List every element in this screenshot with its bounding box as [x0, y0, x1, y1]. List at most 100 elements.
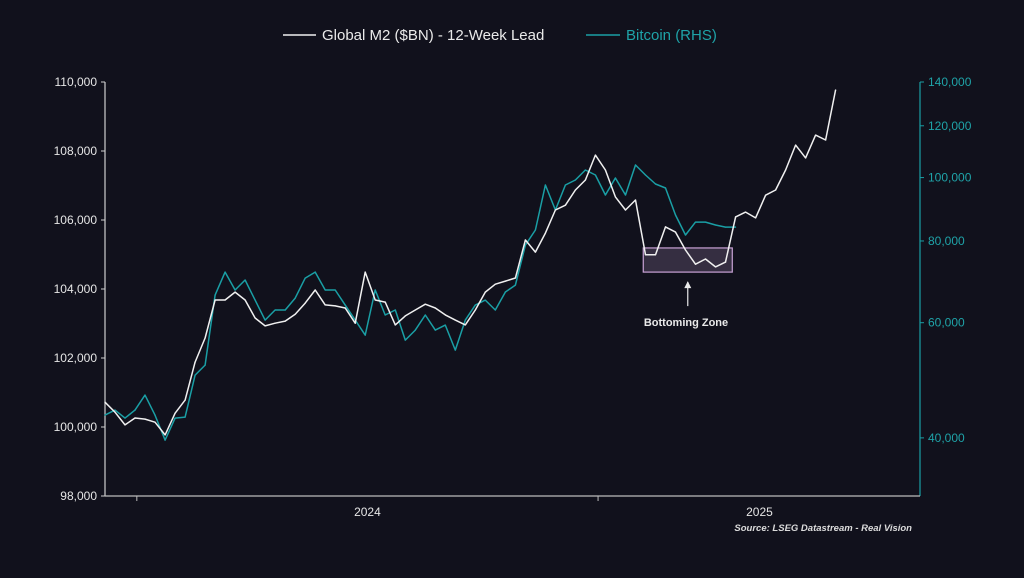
data-point-bitcoin: [294, 297, 296, 299]
data-point-global-m2: [104, 401, 106, 403]
data-point-bitcoin: [154, 414, 156, 416]
data-point-bitcoin: [124, 417, 126, 419]
data-point-global-m2: [274, 322, 276, 324]
data-point-bitcoin: [244, 279, 246, 281]
data-point-bitcoin: [564, 184, 567, 186]
data-point-bitcoin: [624, 194, 627, 196]
data-point-global-m2: [664, 226, 667, 228]
data-point-global-m2: [654, 254, 657, 256]
data-point-bitcoin: [404, 339, 406, 341]
data-point-global-m2: [154, 421, 156, 423]
data-point-global-m2: [364, 271, 366, 273]
data-point-global-m2: [174, 412, 176, 414]
arrowhead-icon: [684, 281, 692, 289]
legend: Global M2 ($BN) - 12-Week Lead Bitcoin (…: [283, 27, 717, 44]
data-point-bitcoin: [664, 187, 667, 189]
data-point-global-m2: [544, 232, 546, 234]
data-point-bitcoin: [114, 409, 116, 411]
data-point-bitcoin: [454, 349, 456, 351]
data-point-global-m2: [554, 209, 556, 211]
data-point-bitcoin: [734, 226, 737, 228]
data-point-global-m2: [374, 299, 376, 301]
data-point-global-m2: [624, 209, 627, 211]
data-point-global-m2: [334, 305, 336, 307]
data-point-bitcoin: [134, 409, 136, 411]
data-point-global-m2: [784, 169, 787, 171]
right-axis-tick-label: 40,000: [928, 431, 965, 445]
data-point-global-m2: [694, 263, 697, 265]
data-point-bitcoin: [284, 309, 286, 311]
data-point-global-m2: [144, 418, 146, 420]
data-point-global-m2: [614, 196, 617, 198]
data-point-bitcoin: [434, 329, 436, 331]
series-line-bitcoin: [104, 164, 736, 441]
left-axis-tick-label: 106,000: [54, 213, 98, 227]
data-point-global-m2: [474, 309, 476, 311]
data-point-bitcoin: [614, 177, 617, 179]
series-line-global-m2: [104, 89, 837, 436]
data-point-global-m2: [184, 399, 186, 401]
data-point-global-m2: [354, 322, 356, 324]
data-point-bitcoin: [174, 417, 176, 419]
axes: 98,000 100,000 102,000 104,000 106,000 108,00…: [54, 75, 972, 519]
data-point-bitcoin: [494, 309, 496, 311]
data-point-global-m2: [795, 144, 797, 146]
data-point-bitcoin: [384, 314, 386, 316]
annotation-label-bottoming-zone: Bottoming Zone: [644, 317, 728, 329]
data-point-bitcoin: [424, 314, 426, 316]
data-point-global-m2: [835, 89, 837, 91]
source-note: Source: LSEG Datastream - Real Vision: [734, 523, 912, 534]
data-point-bitcoin: [304, 277, 306, 279]
right-axis-tick-label: 60,000: [928, 316, 965, 330]
data-point-bitcoin: [644, 174, 647, 176]
data-point-bitcoin: [264, 319, 266, 321]
data-point-global-m2: [314, 289, 316, 291]
data-point-global-m2: [815, 134, 817, 136]
data-point-global-m2: [584, 179, 587, 181]
data-point-global-m2: [444, 314, 446, 316]
data-point-bitcoin: [394, 309, 396, 311]
data-point-global-m2: [634, 199, 637, 201]
x-axis-tick-label: 2024: [354, 505, 381, 519]
right-axis-tick-label: 80,000: [928, 234, 965, 248]
data-point-bitcoin: [444, 324, 446, 326]
left-axis-tick-label: 110,000: [55, 75, 98, 89]
data-point-global-m2: [134, 417, 136, 419]
data-point-global-m2: [204, 337, 206, 339]
data-point-bitcoin: [714, 224, 717, 226]
left-axis-tick-label: 104,000: [54, 282, 98, 296]
data-point-bitcoin: [514, 284, 516, 286]
legend-label-btc: Bitcoin (RHS): [626, 27, 717, 44]
data-point-bitcoin: [224, 271, 226, 273]
data-point-global-m2: [254, 317, 256, 319]
data-point-bitcoin: [724, 226, 727, 228]
data-point-global-m2: [564, 204, 567, 206]
data-point-global-m2: [805, 157, 807, 159]
data-point-global-m2: [114, 411, 116, 413]
data-point-global-m2: [294, 313, 296, 315]
data-point-bitcoin: [324, 289, 326, 291]
data-point-global-m2: [764, 194, 767, 196]
data-point-global-m2: [244, 299, 246, 301]
data-point-global-m2: [124, 424, 126, 426]
data-point-bitcoin: [144, 394, 146, 396]
data-point-bitcoin: [184, 416, 186, 418]
series-lines: [104, 89, 837, 441]
data-point-bitcoin: [104, 414, 106, 416]
data-point-bitcoin: [344, 304, 346, 306]
data-point-bitcoin: [314, 271, 316, 273]
data-point-global-m2: [434, 307, 436, 309]
data-point-bitcoin: [214, 294, 216, 296]
data-point-bitcoin: [674, 214, 677, 216]
data-point-global-m2: [574, 189, 577, 191]
data-point-bitcoin: [234, 289, 236, 291]
data-point-bitcoin: [194, 374, 196, 376]
data-point-bitcoin: [534, 229, 536, 231]
data-point-global-m2: [264, 325, 266, 327]
data-point-bitcoin: [484, 299, 486, 301]
data-point-global-m2: [424, 303, 426, 305]
data-point-global-m2: [704, 258, 707, 260]
data-point-global-m2: [684, 249, 687, 251]
data-point-global-m2: [394, 324, 396, 326]
